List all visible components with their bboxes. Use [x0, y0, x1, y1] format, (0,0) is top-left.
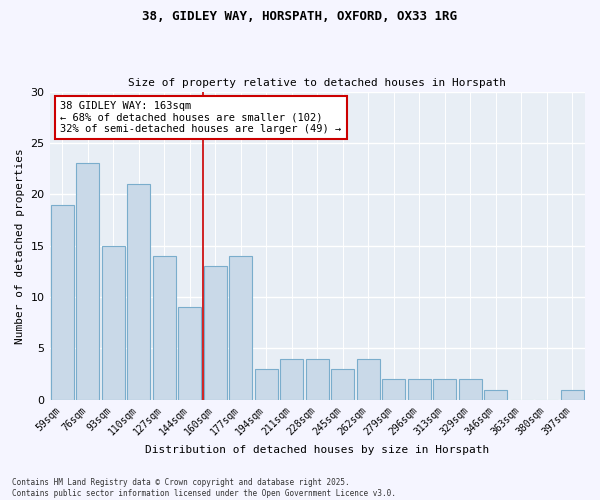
- Y-axis label: Number of detached properties: Number of detached properties: [15, 148, 25, 344]
- Bar: [153, 256, 176, 400]
- Bar: [484, 390, 507, 400]
- Bar: [178, 308, 201, 400]
- Text: Contains HM Land Registry data © Crown copyright and database right 2025.
Contai: Contains HM Land Registry data © Crown c…: [12, 478, 396, 498]
- Bar: [76, 164, 99, 400]
- Bar: [306, 358, 329, 400]
- Bar: [51, 204, 74, 400]
- Bar: [433, 380, 456, 400]
- Bar: [408, 380, 431, 400]
- Bar: [357, 358, 380, 400]
- Text: 38, GIDLEY WAY, HORSPATH, OXFORD, OX33 1RG: 38, GIDLEY WAY, HORSPATH, OXFORD, OX33 1…: [143, 10, 458, 23]
- Bar: [102, 246, 125, 400]
- Bar: [331, 369, 354, 400]
- Bar: [204, 266, 227, 400]
- Bar: [459, 380, 482, 400]
- Text: 38 GIDLEY WAY: 163sqm
← 68% of detached houses are smaller (102)
32% of semi-det: 38 GIDLEY WAY: 163sqm ← 68% of detached …: [60, 101, 341, 134]
- X-axis label: Distribution of detached houses by size in Horspath: Distribution of detached houses by size …: [145, 445, 490, 455]
- Bar: [280, 358, 303, 400]
- Title: Size of property relative to detached houses in Horspath: Size of property relative to detached ho…: [128, 78, 506, 88]
- Bar: [255, 369, 278, 400]
- Bar: [127, 184, 150, 400]
- Bar: [382, 380, 405, 400]
- Bar: [229, 256, 252, 400]
- Bar: [561, 390, 584, 400]
